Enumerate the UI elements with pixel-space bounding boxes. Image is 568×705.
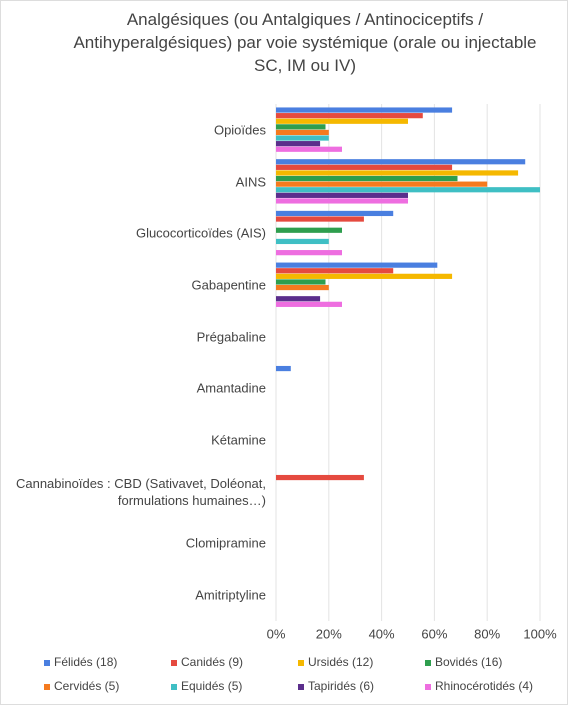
x-tick-label: 40% [369,626,395,641]
y-tick-label: Prégabaline [196,329,266,345]
bar [276,284,329,291]
bar [276,187,540,193]
bar [276,262,438,268]
x-tick-label: 80% [474,626,500,641]
legend-marker [171,684,177,690]
y-tick-label: Kétamine [211,432,266,448]
bar [276,129,329,136]
legend-label: Ursidés (12) [308,655,373,669]
bar [276,216,364,222]
legend-label: Félidés (18) [54,655,117,669]
bar [276,273,453,279]
legend-marker [298,684,304,690]
legend-label: Cervidés (5) [54,679,119,693]
y-tick-label: Cannabinoïdes : CBD (Sativavet, Doléonat… [15,475,266,508]
bar [276,268,394,274]
legend-marker [425,684,431,690]
legend-marker [44,684,50,690]
x-tick-label: 60% [421,626,447,641]
y-tick-label: Amantadine [196,380,266,396]
x-tick-label: 100% [523,626,557,641]
legend-label: Tapiridés (6) [308,679,374,693]
bar [276,159,526,165]
bar [276,181,488,187]
bar [276,164,453,170]
legend-label: Rhinocérotidés (4) [435,679,533,693]
legend-label: Equidés (5) [181,679,242,693]
bar [276,227,342,233]
bar [276,141,321,147]
bar [276,107,453,113]
bar [276,238,329,245]
legend-marker [171,660,177,666]
y-tick-label: Glucocorticoïdes (AIS) [135,225,266,241]
bar [276,113,423,119]
x-tick-label: 0% [267,626,286,641]
bar [276,296,321,302]
y-tick-label: Opioïdes [213,122,266,138]
bar [276,250,342,256]
x-tick-label: 20% [316,626,342,641]
bar [276,146,342,152]
bar [276,301,342,307]
y-tick-label: Gabapentine [191,277,266,293]
bar [276,118,408,124]
bar [276,198,408,204]
bar [276,365,291,372]
bar [276,135,329,141]
title-box: Analgésiques (ou Antalgiques / Antinocic… [73,10,537,75]
bar [276,192,408,198]
legend-label: Canidés (9) [181,655,243,669]
bar [276,170,519,176]
legend-marker [44,660,50,666]
legend-marker [425,660,431,666]
legend-label: Bovidés (16) [435,655,502,669]
bar [276,124,326,130]
legend-marker [298,660,304,666]
bar [276,474,364,481]
bar [276,210,394,217]
y-tick-label: Clomipramine [185,535,266,551]
y-tick-label: AINS [235,174,266,190]
bar [276,175,458,182]
chart-title: Analgésiques (ou Antalgiques / Antinocic… [73,10,537,75]
bar [276,279,326,285]
y-tick-label: Amitriptyline [195,587,266,603]
